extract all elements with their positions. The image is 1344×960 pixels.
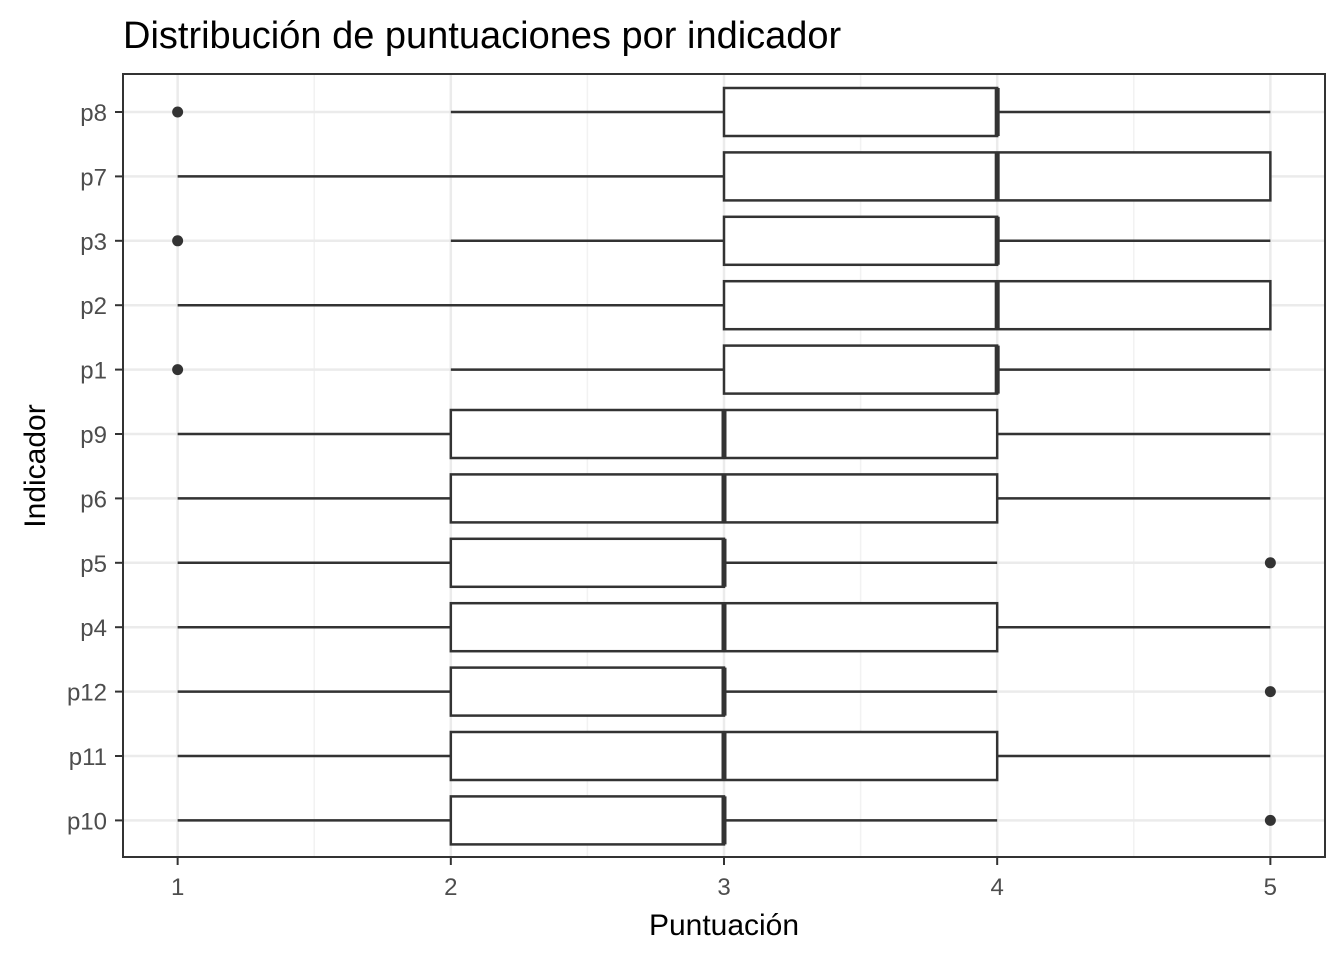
box-group-p12 <box>177 666 1276 717</box>
outlier-point <box>1264 686 1276 698</box>
box-group-p7 <box>177 151 1272 202</box>
box-group-p10 <box>177 795 1276 846</box>
y-tick-label: p6 <box>80 486 107 513</box>
box-group-p6 <box>177 473 1271 524</box>
axis-layer: p8 p7 p3 p2 p1 p9 p6 p5 p4 p12 p11 p10 1 2 3 4 5 <box>67 100 1277 901</box>
box-iqr <box>449 666 726 717</box>
y-axis-title: Indicador <box>19 404 52 527</box>
outlier-point <box>172 364 184 376</box>
box-layer <box>172 86 1276 846</box>
y-tick-label: p11 <box>69 744 107 771</box>
y-tick-label: p8 <box>80 100 107 127</box>
box-group-p1 <box>172 344 1271 395</box>
box-iqr <box>449 795 726 846</box>
y-tick-label: p12 <box>67 680 107 707</box>
box-group-p2 <box>177 279 1272 331</box>
box-group-p9 <box>177 408 1271 460</box>
x-tick-label: 1 <box>171 874 184 901</box>
y-tick-label: p5 <box>80 551 107 578</box>
box-group-p4 <box>177 601 1271 653</box>
chart-title: Distribución de puntuaciones por indicad… <box>123 15 842 57</box>
y-tick-label: p3 <box>80 229 107 256</box>
y-tick-label: p7 <box>80 164 107 191</box>
y-tick-label: p1 <box>80 358 107 385</box>
outlier-point <box>1264 557 1276 569</box>
box-group-p3 <box>172 215 1271 267</box>
box-group-p5 <box>177 537 1276 589</box>
x-tick-label: 3 <box>717 874 730 901</box>
x-tick-label: 5 <box>1264 874 1277 901</box>
x-tick-label: 2 <box>444 874 457 901</box>
x-axis-title: Puntuación <box>649 909 799 942</box>
outlier-point <box>1264 814 1276 826</box>
y-tick-label: p9 <box>80 422 107 449</box>
box-iqr <box>449 537 726 589</box>
x-tick-label: 4 <box>991 874 1004 901</box>
box-iqr <box>722 215 999 267</box>
outlier-point <box>172 235 184 247</box>
box-group-p11 <box>177 730 1271 782</box>
y-tick-label: p10 <box>67 808 107 835</box>
y-tick-label: p4 <box>80 615 107 642</box>
y-tick-label: p2 <box>80 293 107 320</box>
box-iqr <box>722 86 999 138</box>
outlier-point <box>172 106 184 118</box>
box-group-p8 <box>172 86 1271 138</box>
box-iqr <box>722 344 999 395</box>
